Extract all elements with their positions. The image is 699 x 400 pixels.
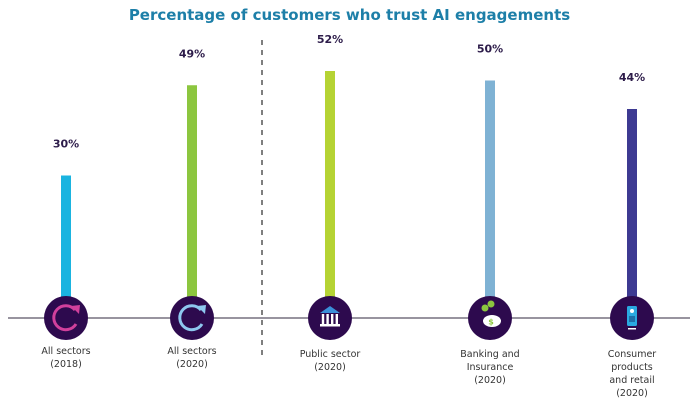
category-label-line: Public sector xyxy=(299,349,361,360)
bank-building-icon xyxy=(308,296,352,340)
column xyxy=(331,314,334,324)
category-label-line: (2018) xyxy=(50,359,82,370)
category-label-line: (2020) xyxy=(314,362,346,373)
category-label: Banking and Insurance (2020) xyxy=(435,348,545,387)
category-label-line: Banking and xyxy=(460,349,520,360)
category-label-line: (2020) xyxy=(474,375,506,386)
category-label-line: and retail xyxy=(609,375,655,386)
arc-stroke xyxy=(52,304,78,332)
refresh-arc-icon xyxy=(44,296,88,340)
refresh-arc-icon xyxy=(170,296,214,340)
column xyxy=(326,314,329,324)
column xyxy=(321,314,325,324)
data-label: 49% xyxy=(179,47,205,60)
category-label-line: All sectors xyxy=(41,346,91,357)
piggy-body xyxy=(483,315,501,327)
coin xyxy=(487,300,495,308)
base-step xyxy=(320,324,340,327)
category-label: Consumer products and retail (2020) xyxy=(577,348,687,400)
category-label-line: (2020) xyxy=(176,359,208,370)
column xyxy=(335,314,338,324)
dollar-sign: $ xyxy=(488,318,494,327)
category-label: All sectors (2018) xyxy=(11,345,121,371)
mobile-phone-icon xyxy=(610,296,654,340)
piggy-bank-icon: $ xyxy=(468,296,512,340)
bar xyxy=(61,175,71,318)
category-label-line: Insurance xyxy=(466,362,514,373)
category-label-line: All sectors xyxy=(167,346,217,357)
category-label-line: (2020) xyxy=(616,388,648,399)
phone-keypad xyxy=(629,316,635,322)
category-label-line: products xyxy=(611,362,653,373)
data-label: 50% xyxy=(477,43,503,56)
arc-stroke xyxy=(178,304,204,332)
category-label-line: Consumer xyxy=(607,349,657,360)
coin xyxy=(481,304,489,312)
icon-circle xyxy=(170,296,214,340)
data-label: 44% xyxy=(619,71,645,84)
icon-circle xyxy=(44,296,88,340)
arc-arrowhead xyxy=(197,305,206,314)
bar xyxy=(325,71,335,318)
arc-arrowhead xyxy=(71,305,80,314)
category-label: Public sector (2020) xyxy=(275,348,385,374)
data-label: 30% xyxy=(53,138,79,151)
phone-camera xyxy=(630,309,634,313)
phone-stand xyxy=(628,328,636,330)
bar xyxy=(485,80,495,318)
icon-circle xyxy=(308,296,352,340)
roof xyxy=(320,306,340,313)
bar xyxy=(187,85,197,318)
chart-title: Percentage of customers who trust AI eng… xyxy=(128,6,571,24)
bar xyxy=(627,109,637,318)
data-label: 52% xyxy=(317,33,343,46)
category-label: All sectors (2020) xyxy=(137,345,247,371)
